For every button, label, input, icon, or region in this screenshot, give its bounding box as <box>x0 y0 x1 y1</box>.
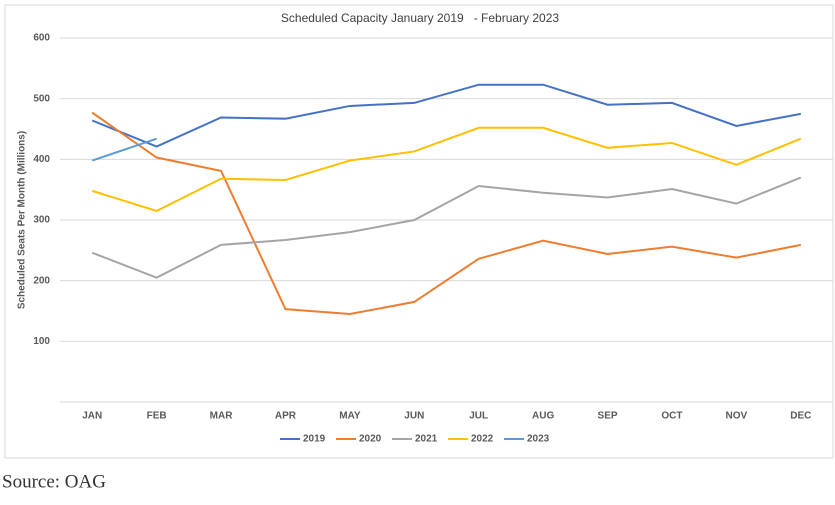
y-axis-label: Scheduled Seats Per Month (Millions) <box>17 131 28 309</box>
x-tick-label: NOV <box>726 411 748 422</box>
legend-label: 2021 <box>415 434 438 445</box>
source: Source: OAG <box>2 471 106 492</box>
x-tick-label: JUN <box>404 411 424 422</box>
chart-frame <box>4 4 834 459</box>
y-tick-label: 200 <box>33 275 50 286</box>
legend-label: 2023 <box>527 434 550 445</box>
legend-label: 2022 <box>471 434 494 445</box>
x-tick-label: MAR <box>210 411 234 422</box>
series-line <box>91 83 801 148</box>
y-tick-label: 600 <box>33 33 50 44</box>
y-tick-label: 400 <box>33 154 50 165</box>
x-tick-label: JUL <box>469 411 488 422</box>
legend-label: 2020 <box>359 434 382 445</box>
x-tick-label: JAN <box>82 411 102 422</box>
x-tick-label: DEC <box>790 411 811 422</box>
x-tick-label: MAY <box>339 411 361 422</box>
series-line <box>91 176 802 279</box>
x-tick-label: SEP <box>598 411 618 422</box>
x-tick-label: APR <box>275 411 297 422</box>
x-tick-label: FEB <box>147 411 167 422</box>
x-tick-label: OCT <box>661 411 682 422</box>
y-tick-label: 100 <box>33 336 50 347</box>
series-line <box>91 126 802 212</box>
legend-label: 2019 <box>303 434 326 445</box>
series-line <box>91 137 157 162</box>
series-line <box>91 111 801 316</box>
y-tick-label: 300 <box>33 215 50 226</box>
y-tick-label: 500 <box>33 93 50 104</box>
x-tick-label: AUG <box>532 411 554 422</box>
chart-title: Scheduled Capacity January 2019 - Februa… <box>281 11 559 25</box>
